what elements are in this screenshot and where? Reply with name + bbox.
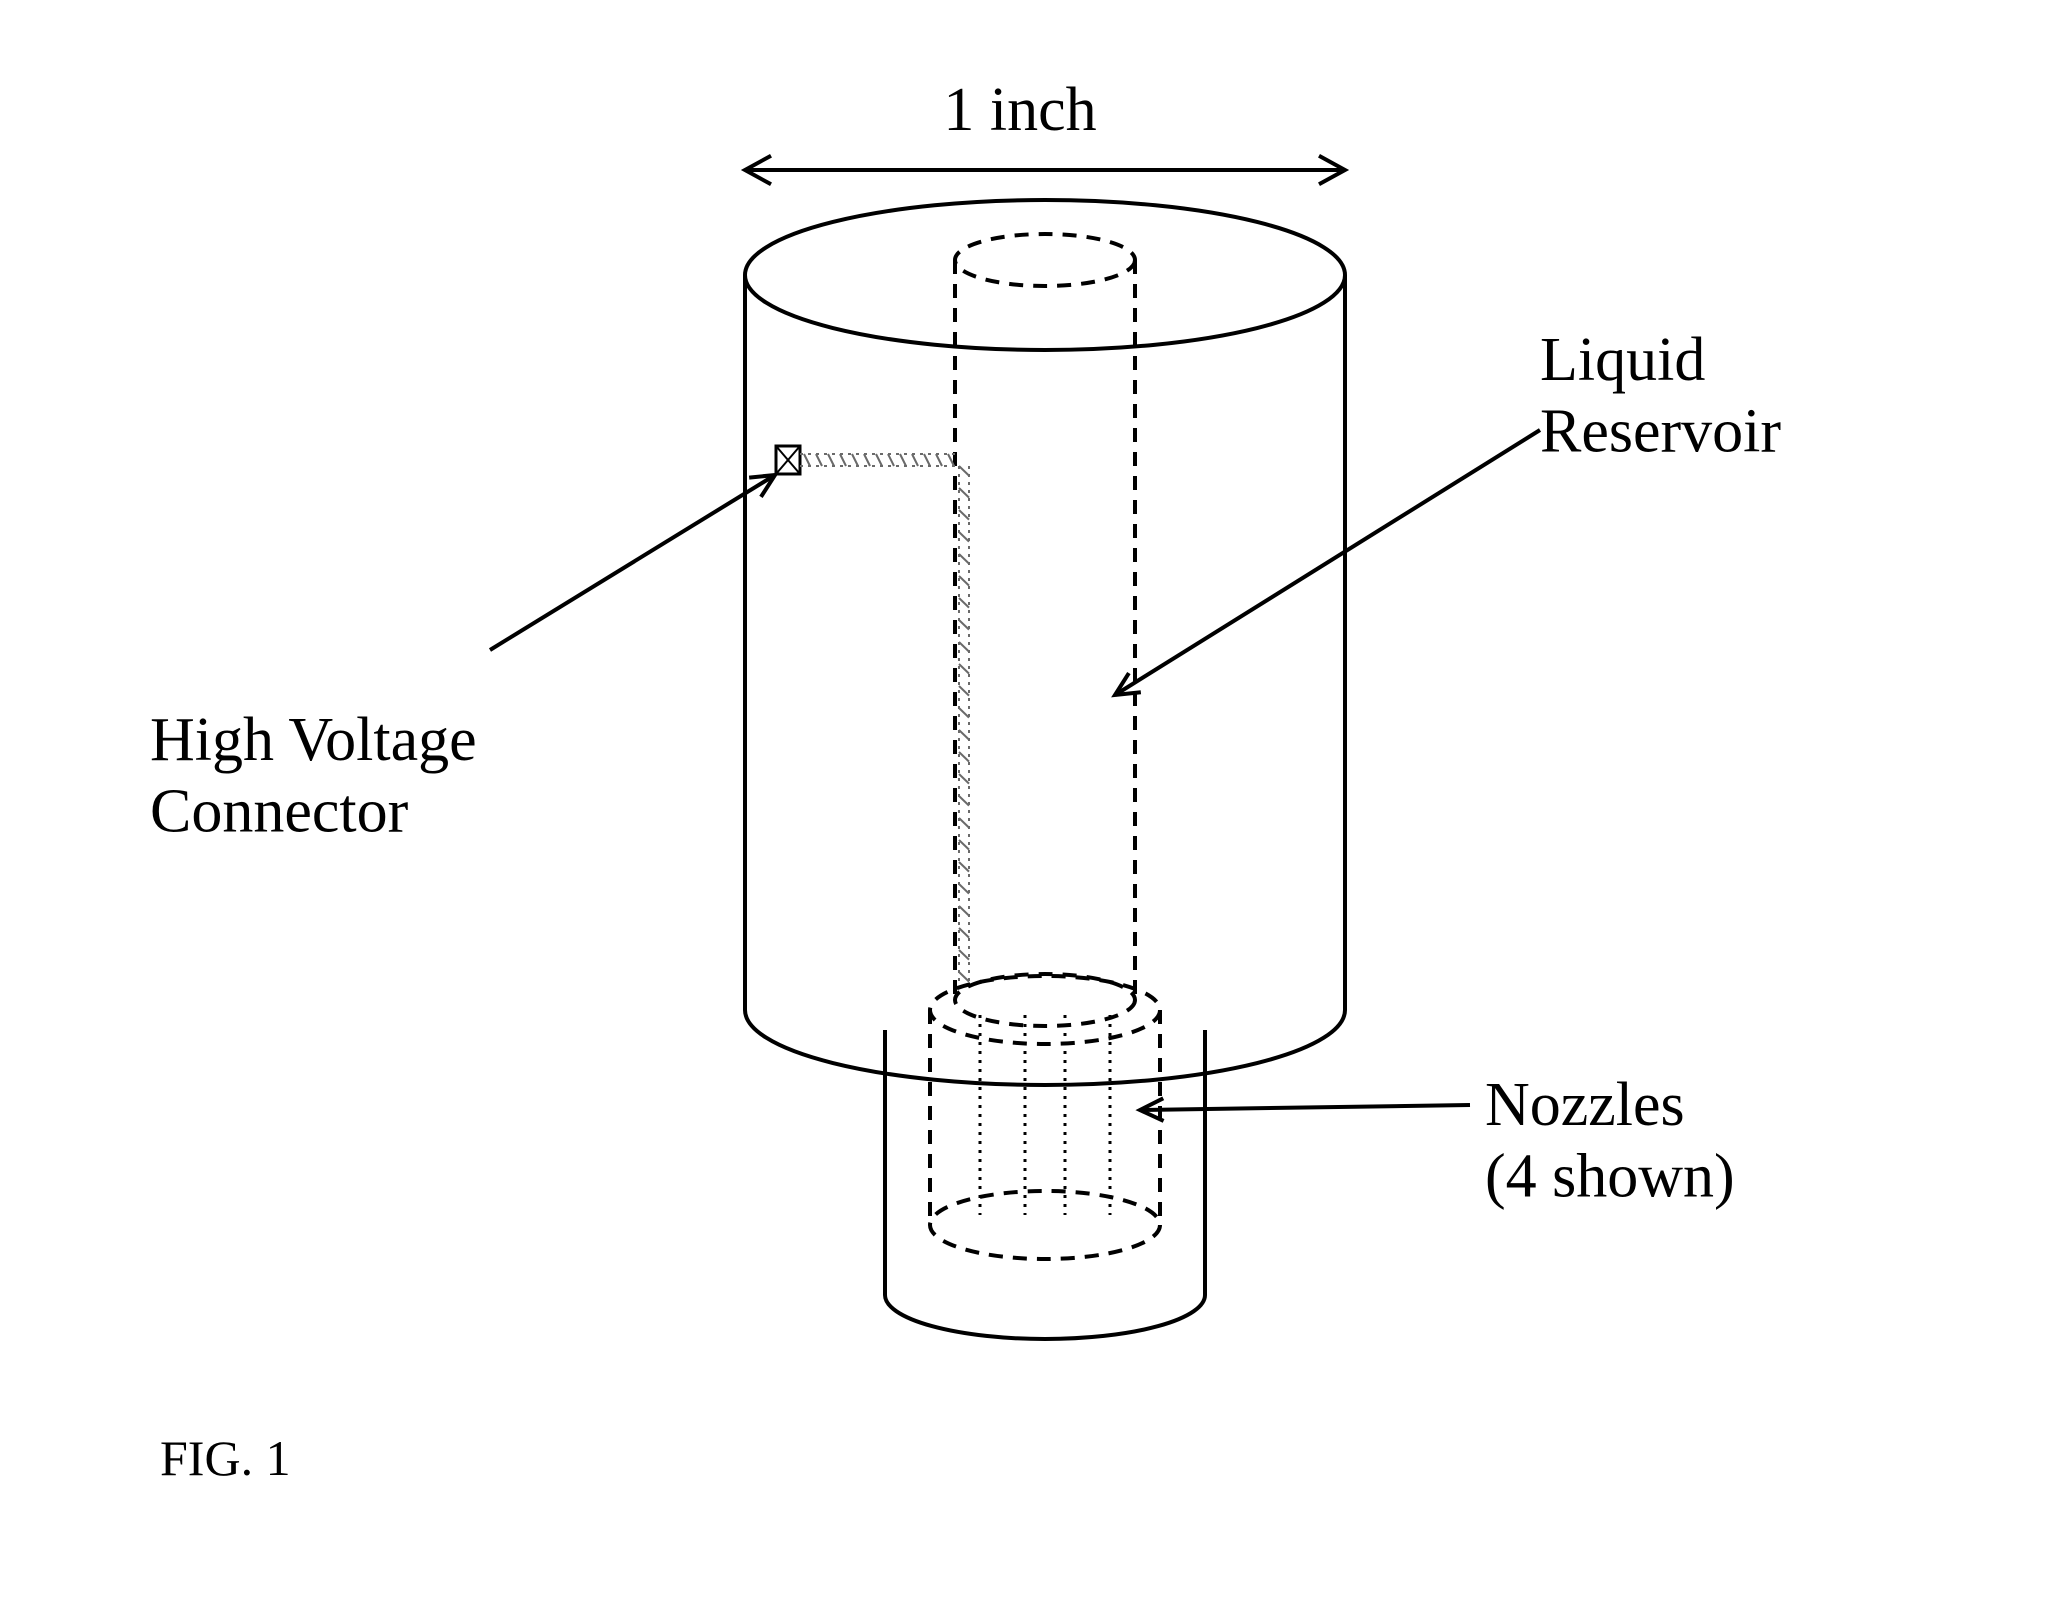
nozzles-label: Nozzles(4 shown) bbox=[1485, 1071, 1735, 1210]
outer-cylinder bbox=[745, 200, 1345, 1085]
dimension-arrow: 1 inch bbox=[943, 76, 1096, 144]
reservoir-label: LiquidReservoir bbox=[1540, 326, 1781, 465]
figure-caption: FIG. 1 bbox=[160, 1430, 291, 1486]
hv-connector-label: High VoltageConnector bbox=[150, 706, 477, 845]
nozzle-housing bbox=[885, 1030, 1205, 1339]
hv-connector bbox=[776, 446, 969, 985]
liquid-reservoir bbox=[955, 234, 1135, 1026]
dimension-label: 1 inch bbox=[943, 76, 1096, 144]
nozzles bbox=[930, 976, 1160, 1259]
